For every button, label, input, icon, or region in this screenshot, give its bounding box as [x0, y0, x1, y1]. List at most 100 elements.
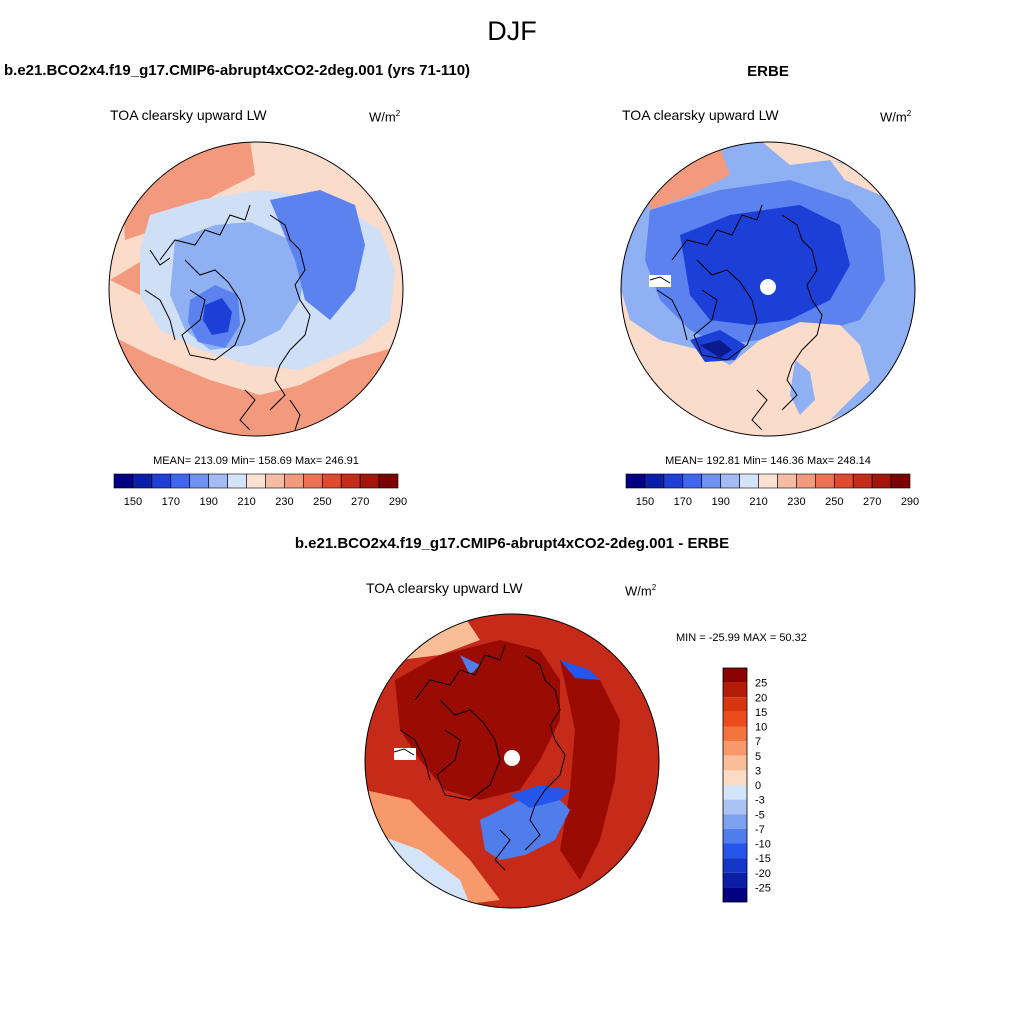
panel-variable-diff: TOA clearsky upward LW	[366, 580, 523, 596]
missing-data-patch-obs	[649, 275, 671, 287]
colorbar-model-tick-label: 250	[313, 496, 331, 508]
colorbar-diff-swatch	[723, 770, 747, 785]
polar-gap-obs	[760, 279, 776, 295]
panel-units-diff: W/m2	[625, 583, 657, 599]
panel-title-obs: ERBE	[747, 63, 789, 80]
colorbar-diff-swatch	[723, 668, 747, 683]
map-obs	[620, 141, 916, 437]
colorbar-model-tick-label: 230	[275, 496, 293, 508]
colorbar-obs: 150 170 190 210 230 250 270 290	[625, 473, 919, 508]
colorbar-model-tick-label: 270	[351, 496, 369, 508]
map-diff-border	[364, 613, 660, 909]
colorbar-obs-tick-label: 270	[863, 496, 881, 508]
colorbar-diff-swatch	[723, 755, 747, 771]
colorbar-diff-tick-label: 5	[755, 751, 761, 763]
colorbar-obs-swatch	[663, 473, 684, 489]
colorbar-obs-swatch	[739, 473, 759, 489]
colorbar-diff-tick-label: -3	[755, 795, 765, 807]
colorbar-model-swatch	[208, 473, 228, 489]
colorbar-diff-tick-label: 10	[755, 722, 767, 734]
panel-title-diff: b.e21.BCO2x4.f19_g17.CMIP6-abrupt4xCO2-2…	[294, 535, 730, 552]
colorbar-model-swatch	[321, 473, 342, 489]
stats-obs: MEAN= 192.81 Min= 146.36 Max= 248.14	[665, 455, 871, 467]
colorbar-model-tick-label: 290	[389, 496, 407, 508]
coastlines-obs	[649, 204, 823, 431]
colorbar-diff-tick-label: -5	[755, 809, 765, 821]
colorbar-obs-swatch	[815, 473, 835, 489]
coastlines-model	[144, 204, 311, 431]
colorbar-diff-swatch	[723, 682, 747, 698]
colorbar-obs-swatch	[644, 473, 665, 489]
colorbar-obs-swatch	[625, 473, 646, 489]
map-model	[108, 141, 404, 437]
colorbar-model-swatch	[246, 473, 266, 489]
colorbar-model-swatch	[189, 473, 209, 489]
colorbar-model-swatch	[378, 473, 399, 489]
colorbar-diff-swatch	[723, 872, 747, 888]
colorbar-model-swatch	[132, 473, 153, 489]
panel-units-obs: W/m2	[880, 109, 912, 125]
colorbar-diff-tick-label: -7	[755, 824, 765, 836]
stats-diff: MIN = -25.99 MAX = 50.32	[676, 632, 807, 644]
colorbar-diff-tick-label: -10	[755, 839, 771, 851]
colorbar-diff-swatch	[723, 858, 747, 873]
colorbar-obs-swatch	[890, 473, 911, 489]
colorbar-diff-swatch	[723, 726, 747, 742]
colorbar-model-swatch	[265, 473, 285, 489]
colorbar-model-tick-label: 210	[237, 496, 255, 508]
colorbar-diff-swatch	[723, 814, 747, 829]
missing-data-patch-diff	[394, 748, 416, 760]
colorbar-obs-tick-label: 250	[825, 496, 843, 508]
page-title: DJF	[487, 16, 537, 46]
colorbar-model-swatch	[227, 473, 247, 489]
colorbar-model-swatch	[170, 473, 191, 489]
map-obs-border	[620, 141, 916, 437]
colorbar-diff-tick-label: 20	[755, 692, 767, 704]
colorbar-diff-swatch	[723, 711, 747, 727]
map-model-field	[109, 142, 403, 436]
colorbar-diff-frame	[722, 667, 748, 903]
colorbar-model-swatch	[284, 473, 304, 489]
colorbar-model-tick-label: 190	[199, 496, 217, 508]
colorbar-obs-tick-label: 190	[711, 496, 729, 508]
colorbar-obs-swatch	[833, 473, 854, 489]
colorbar-diff-swatch	[723, 697, 747, 712]
colorbar-obs-tick-label: 170	[674, 496, 692, 508]
map-diff	[364, 613, 660, 909]
colorbar-diff-swatch	[723, 828, 747, 844]
colorbar-obs-tick-label: 290	[901, 496, 919, 508]
colorbar-obs-swatch	[720, 473, 740, 489]
stats-model: MEAN= 213.09 Min= 158.69 Max= 246.91	[153, 455, 359, 467]
colorbar-model-tick-label: 170	[162, 496, 180, 508]
colorbar-model: 150 170 190 210 230 250 270 290	[113, 473, 407, 508]
colorbar-model-swatch	[151, 473, 172, 489]
panel-variable-obs: TOA clearsky upward LW	[622, 107, 779, 123]
colorbar-model-swatch	[340, 473, 361, 489]
colorbar-diff: 25 20 15 10 7 5 3 0 -3 -5 -7 -10 -15 -20 -25	[722, 667, 771, 903]
colorbar-obs-swatch	[796, 473, 816, 489]
colorbar-diff-tick-label: -20	[755, 868, 771, 880]
colorbar-diff-tick-label: 15	[755, 707, 767, 719]
colorbar-obs-tick-label: 210	[749, 496, 767, 508]
colorbar-diff-swatch	[723, 843, 747, 859]
coastlines-diff	[393, 644, 566, 871]
colorbar-diff-tick-label: -15	[755, 853, 771, 865]
colorbar-model-swatch	[359, 473, 380, 489]
colorbar-diff-tick-label: 0	[755, 780, 761, 792]
colorbar-obs-swatch	[682, 473, 703, 489]
colorbar-model-swatch	[303, 473, 323, 489]
colorbar-model-swatch	[113, 473, 134, 489]
colorbar-obs-tick-label: 230	[787, 496, 805, 508]
colorbar-diff-swatch	[723, 785, 747, 800]
panel-units-model: W/m2	[369, 109, 401, 125]
map-diff-field	[365, 614, 659, 908]
panel-variable-model: TOA clearsky upward LW	[110, 107, 267, 123]
colorbar-diff-tick-label: 7	[755, 736, 761, 748]
colorbar-obs-swatch	[701, 473, 721, 489]
colorbar-diff-tick-label: 3	[755, 765, 761, 777]
colorbar-model-tick-label: 150	[124, 496, 142, 508]
colorbar-diff-swatch	[723, 887, 747, 902]
colorbar-diff-swatch	[723, 741, 747, 756]
colorbar-diff-tick-label: 25	[755, 678, 767, 690]
